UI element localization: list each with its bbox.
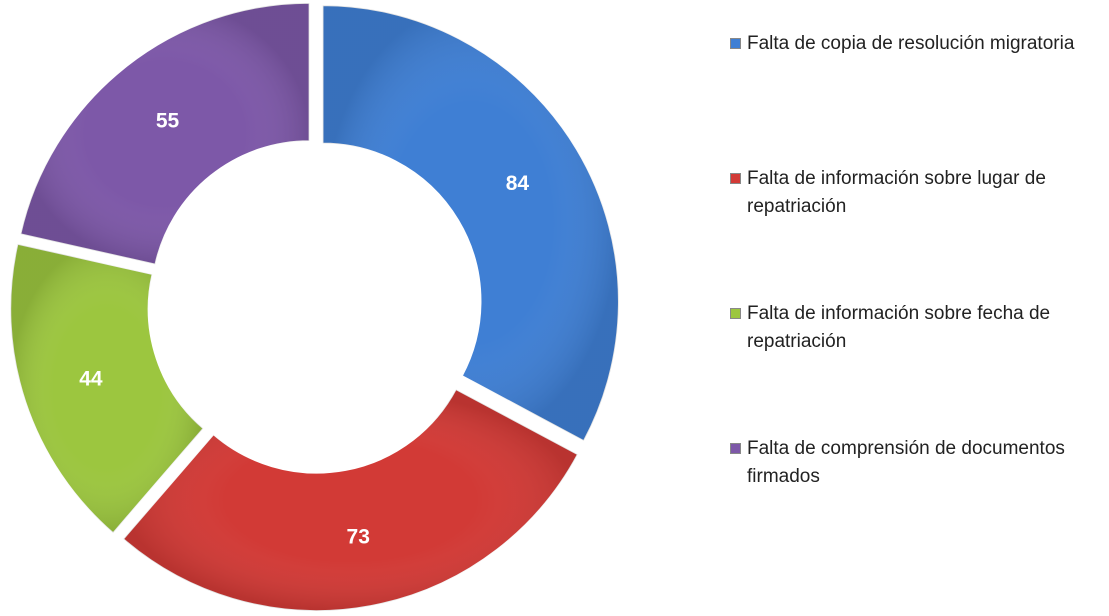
legend-label: Falta de copia de resolución migratoria [747, 33, 1075, 54]
legend-swatch [730, 443, 741, 454]
value-label: 44 [79, 368, 103, 391]
value-label: 55 [156, 109, 180, 132]
value-label: 73 [347, 526, 370, 549]
legend-label: Falta de información sobre lugar de repa… [747, 168, 1046, 217]
value-label: 84 [506, 172, 530, 195]
legend-item: Falta de comprensión de documentos firma… [730, 435, 1087, 491]
slice-shade [20, 2, 310, 265]
chart: 84 73 44 55 [9, 2, 620, 612]
legend-swatch [730, 38, 741, 49]
slice-shade [322, 5, 619, 441]
legend-label: Falta de información sobre fecha de repa… [747, 303, 1051, 352]
legend-swatch [730, 173, 741, 184]
slice-shade [123, 389, 578, 611]
legend-item: Falta de copia de resolución migratoria [730, 30, 1087, 58]
legend-label: Falta de comprensión de documentos firma… [747, 438, 1065, 487]
slice-shade [10, 243, 204, 533]
legend-swatch [730, 308, 741, 319]
legend-item: Falta de información sobre fecha de repa… [730, 300, 1087, 356]
legend-item: Falta de información sobre lugar de repa… [730, 165, 1087, 221]
